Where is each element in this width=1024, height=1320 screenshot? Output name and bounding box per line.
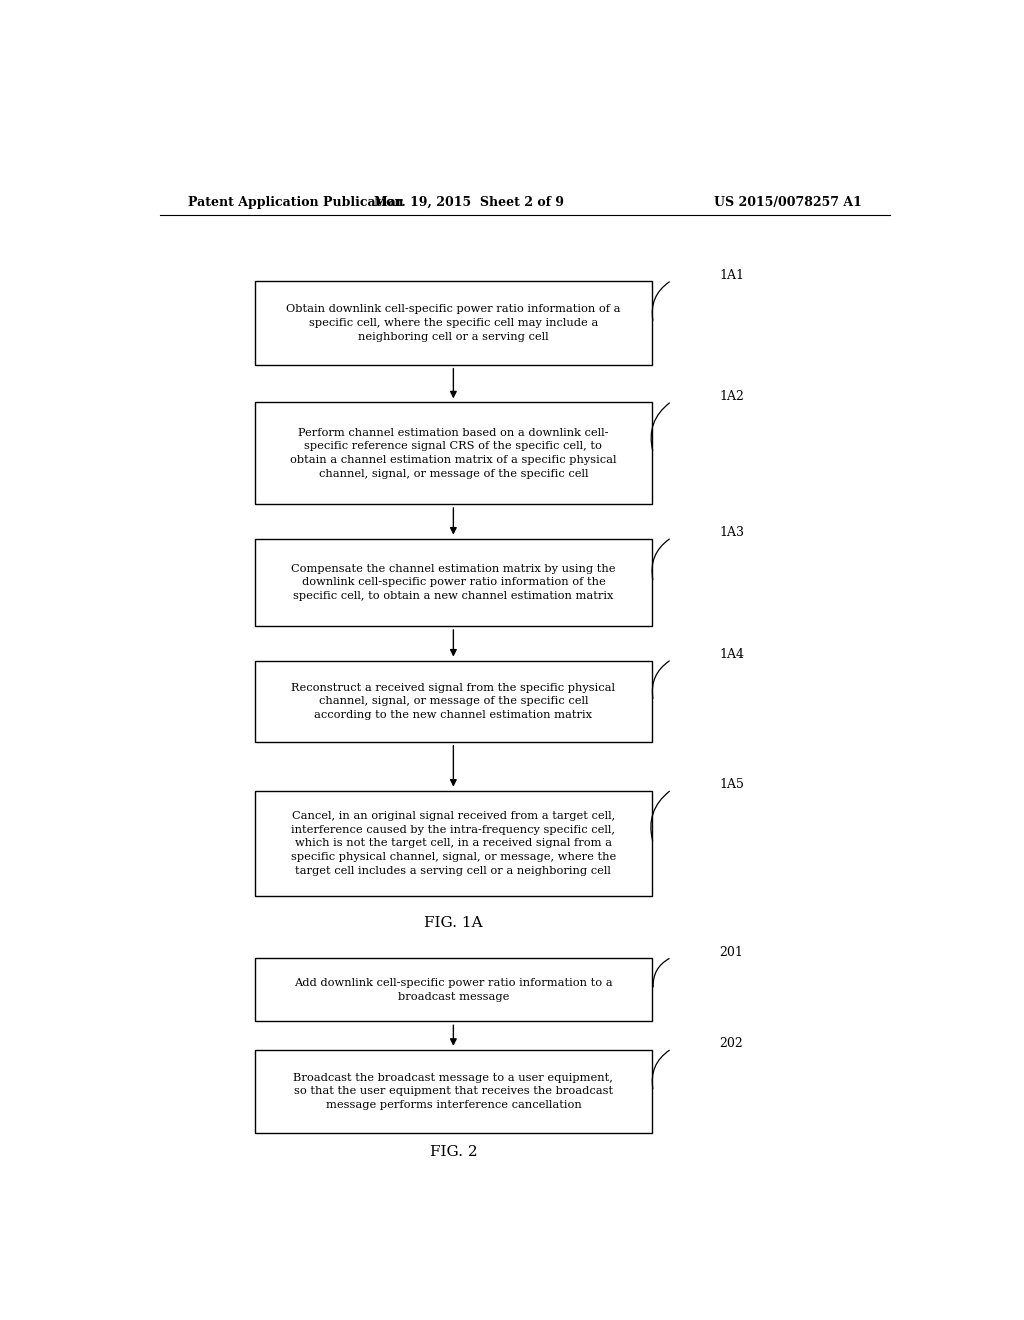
Text: Cancel, in an original signal received from a target cell,
interference caused b: Cancel, in an original signal received f… [291, 812, 616, 875]
Text: Mar. 19, 2015  Sheet 2 of 9: Mar. 19, 2015 Sheet 2 of 9 [374, 195, 564, 209]
Text: Obtain downlink cell-specific power ratio information of a
specific cell, where : Obtain downlink cell-specific power rati… [286, 305, 621, 342]
FancyBboxPatch shape [255, 791, 651, 896]
Text: 1A1: 1A1 [719, 269, 744, 281]
Text: 1A4: 1A4 [719, 648, 744, 661]
FancyBboxPatch shape [255, 539, 651, 626]
Text: Broadcast the broadcast message to a user equipment,
so that the user equipment : Broadcast the broadcast message to a use… [294, 1073, 613, 1110]
Text: Patent Application Publication: Patent Application Publication [187, 195, 403, 209]
Text: 202: 202 [719, 1038, 743, 1051]
Text: US 2015/0078257 A1: US 2015/0078257 A1 [714, 195, 862, 209]
FancyBboxPatch shape [255, 1049, 651, 1133]
Text: FIG. 2: FIG. 2 [429, 1146, 477, 1159]
FancyBboxPatch shape [255, 958, 651, 1022]
FancyBboxPatch shape [255, 403, 651, 504]
Text: Perform channel estimation based on a downlink cell-
specific reference signal C: Perform channel estimation based on a do… [290, 428, 616, 479]
Text: FIG. 1A: FIG. 1A [424, 916, 482, 929]
Text: Compensate the channel estimation matrix by using the
downlink cell-specific pow: Compensate the channel estimation matrix… [291, 564, 615, 601]
Text: 1A2: 1A2 [719, 389, 744, 403]
Text: 1A3: 1A3 [719, 525, 744, 539]
Text: 1A5: 1A5 [719, 777, 744, 791]
Text: 201: 201 [719, 945, 743, 958]
Text: Add downlink cell-specific power ratio information to a
broadcast message: Add downlink cell-specific power ratio i… [294, 978, 612, 1002]
FancyBboxPatch shape [255, 660, 651, 742]
FancyBboxPatch shape [255, 281, 651, 364]
Text: Reconstruct a received signal from the specific physical
channel, signal, or mes: Reconstruct a received signal from the s… [292, 682, 615, 719]
